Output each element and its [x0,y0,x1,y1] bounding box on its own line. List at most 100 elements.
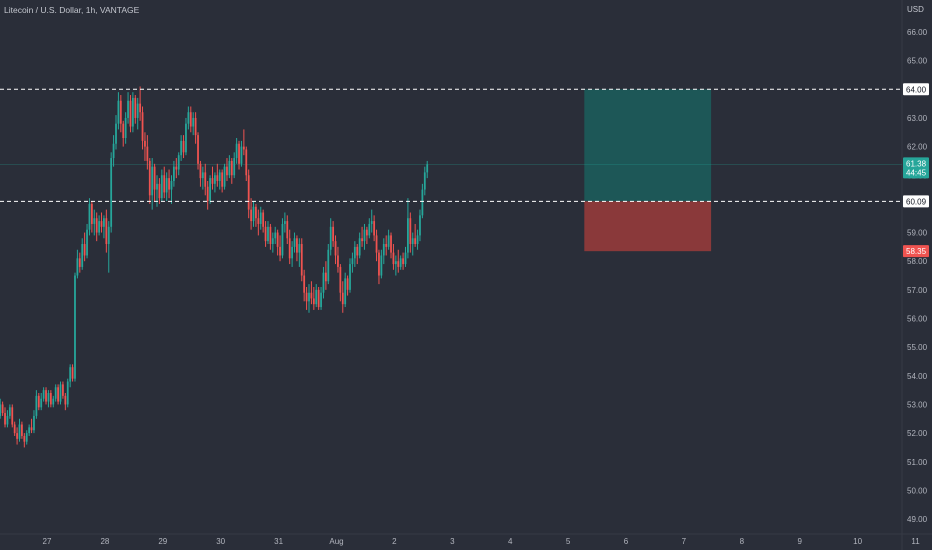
candle [411,232,414,256]
candles [0,86,429,448]
price-tick-label: 55.00 [907,343,928,352]
candle-body [214,175,216,184]
candle [337,246,339,273]
candle [74,272,76,382]
candle [122,120,125,147]
last-price-label: 61.38 [906,159,927,168]
candle [385,235,388,256]
candle-body [148,160,151,196]
candle-body [199,163,202,179]
candle-body [387,235,390,247]
candle-body [414,238,417,245]
candle-body [141,112,144,141]
time-tick-label: 30 [216,537,225,546]
candle-body [269,226,272,245]
candle [33,410,35,434]
candle-body [303,275,306,293]
candle [25,430,28,445]
candle [134,95,137,124]
candle [402,252,404,270]
candle [233,152,236,179]
candle [240,140,243,167]
candle [209,175,211,204]
candle [182,135,185,159]
candle-body [124,117,127,139]
level-price-tag: 64.00 [903,83,929,96]
candle [259,206,262,230]
candle-body [402,258,404,265]
candle-body [107,226,110,245]
candle-body [327,249,330,282]
candle [279,235,281,262]
candle-body [93,218,96,224]
candle-body [349,264,351,290]
candle-body [276,232,279,247]
candle [404,246,407,267]
candle-body [25,433,28,442]
candle [310,281,313,305]
time-tick-label: 3 [450,537,455,546]
candle [257,209,260,236]
candle-body [74,275,76,379]
candle-body [226,166,228,176]
price-tick-label: 59.00 [907,229,928,238]
candle-body [250,209,252,222]
candle-body [262,212,265,227]
candle [315,284,318,308]
candle [204,163,207,196]
candle [180,135,183,161]
candle [373,215,376,242]
candle [16,427,18,445]
candle [247,169,250,219]
candle [375,229,378,262]
candle-body [16,433,18,439]
candle [368,218,371,239]
candle-body [95,218,98,233]
candle-body [370,221,373,224]
candle [57,384,59,405]
candle [37,392,40,411]
candle [129,95,132,133]
candle-body [172,166,175,181]
time-tick-label: 29 [158,537,167,546]
candle [93,209,96,236]
candle-body [291,246,294,259]
candle-body [385,244,388,247]
candle-body [62,384,64,396]
candle-body [21,424,23,436]
candle-body [78,258,81,267]
candle-body [122,123,125,139]
candle [392,244,395,270]
candle-body [247,175,250,210]
candle-body [64,395,67,405]
candle [271,232,274,253]
candle-body [392,252,395,265]
candle-body [160,175,163,199]
candle [228,155,231,179]
candle-body [86,229,88,256]
candle-body [341,292,344,305]
candle-body [47,392,50,402]
candle-body [267,226,269,242]
candle-body [346,278,349,290]
price-tick-label: 56.00 [907,315,928,324]
candle-body [211,178,214,184]
candle [332,221,335,247]
candle-body [81,244,84,267]
candle [185,117,187,156]
candle-body [76,258,79,276]
candle [250,198,252,230]
candle-body [83,244,86,256]
candle [242,129,245,156]
stop-loss-zone [584,201,712,252]
candle-body [255,206,257,219]
time-tick-label: 11 [911,537,920,546]
candle [124,112,127,144]
profit-target-zone [584,89,712,202]
candle-body [110,158,113,227]
candle-body [187,112,190,124]
candle-body [144,140,146,147]
level-price-tag: 60.09 [903,195,929,208]
candle-body [373,221,376,236]
